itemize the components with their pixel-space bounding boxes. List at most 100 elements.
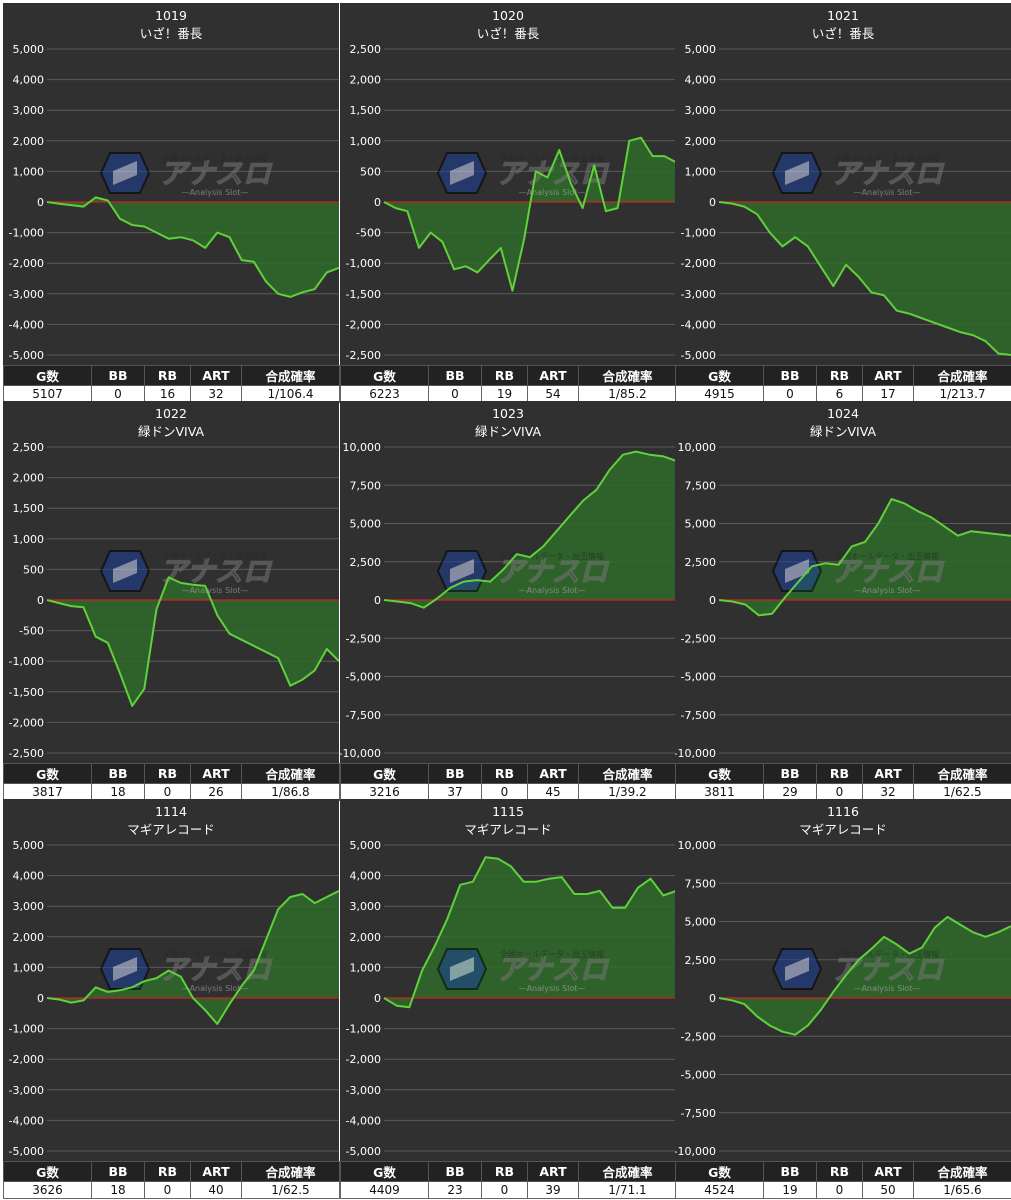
prob-header: 合成確率 (578, 763, 677, 784)
y-tick-label: -3,000 (681, 288, 716, 301)
art-header: ART (527, 763, 579, 784)
stats-table: G数 BB RB ART 合成確率 3811 29 0 32 1/62.5 (675, 763, 1011, 801)
bb-header: BB (763, 1161, 817, 1182)
chart-panel-1024: 1024 緑ドンVIVA 10,000 7,500 5,000 2,500 0 -2,500 -… (675, 401, 1011, 801)
series-line (46, 196, 339, 298)
bb-value: 23 (428, 1181, 482, 1199)
y-tick-label: 2,500 (685, 954, 717, 967)
watermark-tagline: 全国ホールデータ・出玉情報 (835, 153, 939, 163)
y-tick-label: 5,000 (350, 839, 382, 852)
stats-header-row: G数 BB RB ART 合成確率 (340, 1161, 677, 1182)
stats-value-row: 3216 37 0 45 1/39.2 (340, 783, 677, 801)
stats-table: G数 BB RB ART 合成確率 6223 0 19 54 1/85.2 (340, 365, 677, 403)
art-header: ART (527, 1161, 579, 1182)
prob-header: 合成確率 (913, 1161, 1011, 1182)
stats-value-row: 4915 0 6 17 1/213.7 (675, 385, 1011, 403)
y-tick-label: 2,000 (350, 74, 382, 87)
prob-value: 1/62.5 (241, 1181, 340, 1199)
y-tick-label: 0 (374, 992, 381, 1005)
y-tick-label: 2,500 (350, 556, 382, 569)
machine-name: マギアレコード (127, 822, 215, 837)
y-tick-label: -3,000 (346, 1084, 381, 1097)
games-header: G数 (3, 763, 92, 784)
art-header: ART (190, 365, 242, 386)
y-tick-label: 4,000 (13, 870, 45, 883)
slump-chart: 1020 いざ！番長 2,500 2,000 1,500 1,000 500 0 -500 -1,… (340, 3, 676, 365)
prob-value: 1/106.4 (241, 385, 340, 403)
prob-header: 合成確率 (241, 1161, 340, 1182)
bb-header: BB (91, 763, 145, 784)
watermark-text: アナスロ (831, 555, 944, 588)
bb-header: BB (428, 763, 482, 784)
y-tick-label: 4,000 (13, 74, 45, 87)
watermark-text: アナスロ (496, 953, 609, 986)
area-fill (719, 916, 1011, 1035)
y-tick-label: -2,000 (346, 318, 381, 331)
y-tick-label: 500 (23, 563, 44, 576)
watermark-tagline: 全国ホールデータ・出玉情報 (163, 551, 267, 561)
machine-name: 緑ドンVIVA (810, 424, 876, 439)
watermark-text: アナスロ (159, 157, 272, 190)
games-value: 4524 (675, 1181, 764, 1199)
series-line (46, 890, 339, 1025)
y-tick-label: 1,500 (13, 502, 45, 515)
art-value: 40 (190, 1181, 242, 1199)
stats-table: G数 BB RB ART 合成確率 4915 0 6 17 1/213.7 (675, 365, 1011, 403)
stats-value-row: 3811 29 0 32 1/62.5 (675, 783, 1011, 801)
prob-header: 合成確率 (241, 763, 340, 784)
y-tick-label: -4,000 (681, 318, 716, 331)
art-value: 45 (527, 783, 579, 801)
machine-name: 緑ドンVIVA (138, 424, 204, 439)
area-fill (384, 451, 676, 608)
y-tick-label: 10,000 (678, 441, 717, 454)
art-value: 54 (527, 385, 579, 403)
art-value: 50 (862, 1181, 914, 1199)
y-tick-label: -2,000 (681, 257, 716, 270)
machine-number: 1115 (492, 804, 524, 819)
games-value: 3811 (675, 783, 764, 801)
rb-header: RB (816, 763, 863, 784)
rb-value: 0 (144, 783, 191, 801)
prob-header: 合成確率 (913, 763, 1011, 784)
bb-value: 18 (91, 1181, 145, 1199)
machine-name: いざ！番長 (477, 26, 540, 41)
chart-background (340, 3, 676, 365)
y-tick-label: 1,000 (350, 135, 382, 148)
y-tick-label: -5,000 (681, 671, 716, 684)
rb-value: 0 (481, 1181, 528, 1199)
y-tick-label: -2,000 (9, 716, 44, 729)
rb-value: 19 (481, 385, 528, 403)
chart-panel-1023: 1023 緑ドンVIVA 10,000 7,500 5,000 2,500 0 -2,500 -… (340, 401, 677, 801)
bb-value: 18 (91, 783, 145, 801)
y-tick-label: -1,000 (9, 1023, 44, 1036)
y-tick-label: -10,000 (340, 747, 381, 760)
bb-header: BB (428, 365, 482, 386)
y-tick-label: 2,000 (13, 931, 45, 944)
watermark-subtext: —Analysis Slot— (854, 984, 921, 993)
y-tick-label: 2,500 (13, 441, 45, 454)
games-value: 3626 (3, 1181, 92, 1199)
stats-header-row: G数 BB RB ART 合成確率 (3, 1161, 340, 1182)
art-value: 32 (190, 385, 242, 403)
y-tick-label: -5,000 (9, 349, 44, 362)
slump-chart: 1115 マギアレコード 5,000 4,000 3,000 2,000 1,000 0 -1,… (340, 799, 676, 1161)
chart-panel-1019: 1019 いざ！番長 5,000 4,000 3,000 2,000 1,000 0 -1,00… (3, 3, 340, 403)
bb-value: 0 (91, 385, 145, 403)
games-value: 4409 (340, 1181, 429, 1199)
y-tick-label: -5,000 (681, 349, 716, 362)
rb-value: 6 (816, 385, 863, 403)
watermark-tagline: 全国ホールデータ・出玉情報 (163, 153, 267, 163)
machine-name: いざ！番長 (812, 26, 875, 41)
stats-value-row: 6223 0 19 54 1/85.2 (340, 385, 677, 403)
y-tick-label: 10,000 (678, 839, 717, 852)
y-tick-label: -2,500 (346, 632, 381, 645)
y-tick-label: -4,000 (9, 1114, 44, 1127)
y-tick-label: -5,000 (681, 1069, 716, 1082)
watermark-subtext: —Analysis Slot— (854, 188, 921, 197)
y-tick-label: -5,000 (346, 671, 381, 684)
y-tick-label: -500 (19, 625, 44, 638)
prob-header: 合成確率 (578, 1161, 677, 1182)
